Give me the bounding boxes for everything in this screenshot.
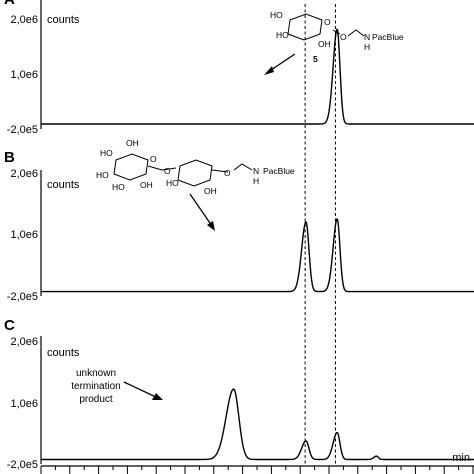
panel-a: A counts 2,0e6 1,0e6 -2,0e5 HO HO OH O O… (4, 0, 474, 136)
panel-b-tick-label-mid: 1,0e6 (10, 229, 38, 241)
panel-c-counts-label: counts (47, 347, 80, 359)
panel-a-struct-label-8: PacBlue (372, 32, 404, 42)
panel-b-letter: B (4, 149, 15, 166)
panel-b-struct-label-7: OH (140, 180, 153, 190)
panel-c-annotation-line-3: product (79, 394, 113, 405)
panel-b-struct-label-10: O (224, 168, 231, 178)
panel-c-annotation-line-2: termination (71, 381, 120, 392)
panel-b-struct-label-5: O (164, 166, 171, 176)
panel-a-letter: A (4, 0, 15, 8)
panel-a-counts-label: counts (47, 14, 80, 26)
panel-a-struct-label-2: HO (276, 30, 289, 40)
panel-a-struct-label-5: O (340, 32, 347, 42)
panel-b-struct-label-1: HO (100, 148, 113, 158)
panel-b-struct-label-6: HO (112, 182, 125, 192)
panel-b-tick-label-top: 2,0e6 (10, 168, 38, 180)
panel-a-structure: HO HO OH O O N H PacBlue 5 (270, 10, 404, 64)
panel-a-tick-label-top: 2,0e6 (10, 14, 38, 26)
panel-b-linker (233, 163, 253, 171)
panel-c-annotation-line-1: unknown (76, 368, 116, 379)
x-axis-label: min (452, 452, 470, 464)
panel-b-arrow (189, 193, 215, 231)
panel-a-linker (332, 29, 365, 37)
panel-a-struct-label-7: H (364, 42, 370, 52)
panel-b-struct-label-11: N (253, 166, 259, 176)
panel-c-trace (41, 388, 474, 461)
panel-c-tick-label-top: 2,0e6 (10, 336, 38, 348)
panel-a-trace (41, 28, 474, 125)
panel-b-trace (41, 218, 474, 293)
panel-c: C counts 2,0e6 1,0e6 -2,0e5 unknown term… (4, 317, 474, 471)
panel-c-tick-label-bottom: -2,0e5 (7, 459, 38, 471)
panel-a-struct-label-1: HO (270, 10, 283, 20)
panel-a-sugar-ring (287, 13, 323, 41)
panel-b-tick-label-bottom: -2,0e5 (7, 291, 38, 303)
panel-b-struct-label-12: H (253, 176, 259, 186)
panel-a-struct-label-4: O (324, 17, 331, 27)
panel-b-struct-label-4: O (150, 154, 157, 164)
panel-b-struct-label-13: PacBlue (263, 166, 295, 176)
panel-b-counts-label: counts (47, 179, 80, 191)
panel-a-struct-label-6: N (364, 32, 370, 42)
panel-c-letter: C (4, 317, 15, 334)
panel-b-glycosidic-bonds (147, 165, 229, 173)
panel-b-sugar-ring-1 (113, 153, 149, 181)
panel-a-arrow (264, 53, 296, 75)
panel-b: B counts 2,0e6 1,0e6 -2,0e5 HO OH HO O O… (4, 138, 474, 303)
panel-b-struct-label-8: HO (166, 178, 179, 188)
panel-b-struct-label-9: OH (204, 186, 217, 196)
panel-b-structure: HO OH HO O O HO OH HO OH O N H PacBlue (96, 138, 295, 196)
panel-a-struct-label-3: OH (318, 39, 331, 49)
panel-b-struct-label-3: HO (96, 170, 109, 180)
panel-a-tick-label-mid: 1,0e6 (10, 69, 38, 81)
panel-c-arrow (123, 381, 163, 400)
panel-a-tick-label-bottom: -2,0e5 (7, 124, 38, 136)
panel-b-struct-label-2: OH (126, 138, 139, 148)
panel-c-tick-label-mid: 1,0e6 (10, 398, 38, 410)
x-axis-ticks (40, 466, 474, 474)
panel-a-compound-number: 5 (313, 54, 318, 64)
panel-b-sugar-ring-2 (177, 159, 213, 187)
